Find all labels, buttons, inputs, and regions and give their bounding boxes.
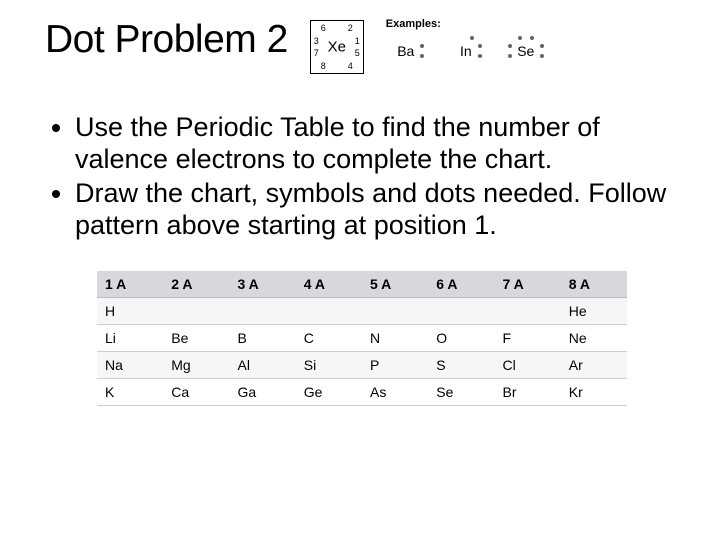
- table-row: H He: [97, 298, 627, 325]
- cell: B: [230, 325, 296, 352]
- cell: F: [495, 325, 561, 352]
- electron-dot: [508, 54, 512, 58]
- electron-dot: [530, 36, 534, 40]
- electron-dot: [518, 36, 522, 40]
- cell: He: [561, 298, 627, 325]
- cell: [163, 298, 229, 325]
- xe-num-top-left: 6: [321, 23, 326, 33]
- cell: Se: [428, 379, 494, 406]
- cell: Ca: [163, 379, 229, 406]
- cell: Br: [495, 379, 561, 406]
- cell: Si: [296, 352, 362, 379]
- cell: Al: [230, 352, 296, 379]
- example-symbol: In: [460, 43, 472, 59]
- cell: Ga: [230, 379, 296, 406]
- cell: As: [362, 379, 428, 406]
- electron-dot: [470, 36, 474, 40]
- cell: [495, 298, 561, 325]
- table-body: H He Li Be B C N O F Ne Na Mg: [97, 298, 627, 406]
- xe-num-bottom-left: 8: [321, 61, 326, 71]
- col-header: 3 A: [230, 271, 296, 298]
- table-header-row: 1 A 2 A 3 A 4 A 5 A 6 A 7 A 8 A: [97, 271, 627, 298]
- col-header: 2 A: [163, 271, 229, 298]
- cell: C: [296, 325, 362, 352]
- bullet-list: Use the Periodic Table to find the numbe…: [75, 112, 675, 241]
- cell: Li: [97, 325, 163, 352]
- cell: Cl: [495, 352, 561, 379]
- xe-num-left-1: 3: [314, 36, 319, 46]
- electron-dot: [420, 44, 424, 48]
- page-title: Dot Problem 2: [45, 18, 288, 62]
- xe-num-bottom-right: 4: [348, 61, 353, 71]
- cell: Mg: [163, 352, 229, 379]
- example-symbol: Se: [517, 43, 534, 59]
- table-row: Li Be B C N O F Ne: [97, 325, 627, 352]
- col-header: 8 A: [561, 271, 627, 298]
- xe-symbol: Xe: [328, 39, 346, 56]
- xe-num-top-right: 2: [348, 23, 353, 33]
- bullet-item: Use the Periodic Table to find the numbe…: [75, 112, 675, 176]
- xe-diagram-box: Xe 6 2 1 5 8 4 3 7: [310, 20, 364, 74]
- cell: Ge: [296, 379, 362, 406]
- examples-row: Ba In Se: [386, 36, 546, 66]
- cell: [296, 298, 362, 325]
- cell: Be: [163, 325, 229, 352]
- cell: N: [362, 325, 428, 352]
- xe-num-left-2: 7: [314, 48, 319, 58]
- cell: O: [428, 325, 494, 352]
- electron-dot: [540, 54, 544, 58]
- cell: [428, 298, 494, 325]
- cell: P: [362, 352, 428, 379]
- example-atom-in: In: [446, 36, 486, 66]
- examples-block: Examples: Ba In Se: [386, 18, 546, 66]
- cell: S: [428, 352, 494, 379]
- table-row: K Ca Ga Ge As Se Br Kr: [97, 379, 627, 406]
- xe-num-right-2: 5: [355, 48, 360, 58]
- cell: [362, 298, 428, 325]
- col-header: 1 A: [97, 271, 163, 298]
- element-table: 1 A 2 A 3 A 4 A 5 A 6 A 7 A 8 A H He: [97, 271, 627, 406]
- electron-dot: [508, 44, 512, 48]
- col-header: 4 A: [296, 271, 362, 298]
- cell: Ar: [561, 352, 627, 379]
- electron-dot: [478, 54, 482, 58]
- col-header: 5 A: [362, 271, 428, 298]
- electron-dot: [540, 44, 544, 48]
- table-row: Na Mg Al Si P S Cl Ar: [97, 352, 627, 379]
- electron-dot: [420, 54, 424, 58]
- cell: H: [97, 298, 163, 325]
- cell: Ne: [561, 325, 627, 352]
- col-header: 6 A: [428, 271, 494, 298]
- title-row: Dot Problem 2 Xe 6 2 1 5 8 4 3 7 Example…: [45, 18, 675, 74]
- example-atom-ba: Ba: [386, 36, 426, 66]
- periodic-table: 1 A 2 A 3 A 4 A 5 A 6 A 7 A 8 A H He: [97, 271, 627, 406]
- example-symbol: Ba: [397, 43, 414, 59]
- cell: K: [97, 379, 163, 406]
- col-header: 7 A: [495, 271, 561, 298]
- bullet-item: Draw the chart, symbols and dots needed.…: [75, 178, 675, 242]
- cell: [230, 298, 296, 325]
- example-atom-se: Se: [506, 36, 546, 66]
- electron-dot: [478, 44, 482, 48]
- cell: Kr: [561, 379, 627, 406]
- cell: Na: [97, 352, 163, 379]
- xe-num-right-1: 1: [355, 36, 360, 46]
- examples-label: Examples:: [386, 18, 546, 30]
